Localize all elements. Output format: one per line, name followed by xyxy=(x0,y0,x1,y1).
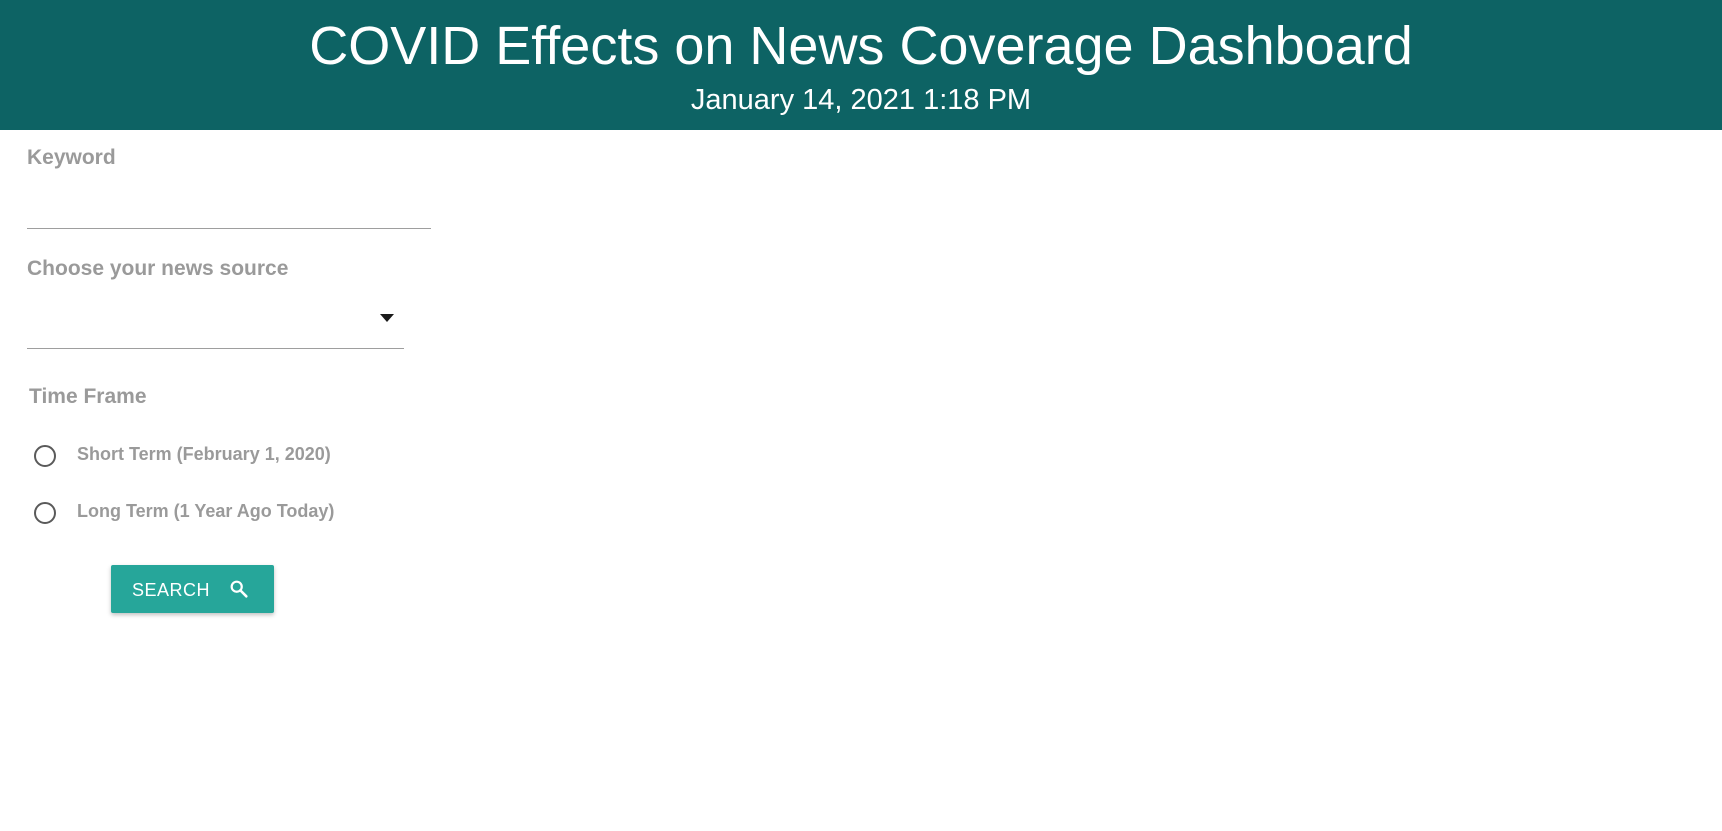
news-source-select[interactable] xyxy=(27,298,404,349)
radio-circle-icon[interactable] xyxy=(34,445,56,467)
dropdown-caret-icon xyxy=(380,314,394,322)
keyword-label: Keyword xyxy=(27,146,116,169)
radio-short-term-label: Short Term (February 1, 2020) xyxy=(77,444,331,464)
search-button-label: SEARCH xyxy=(132,580,211,600)
time-frame-label: Time Frame xyxy=(29,385,147,408)
header-datetime: January 14, 2021 1:18 PM xyxy=(690,84,1032,116)
search-icon xyxy=(230,580,248,598)
radio-circle-icon[interactable] xyxy=(34,502,56,524)
header-banner: COVID Effects on News Coverage Dashboard… xyxy=(0,0,1722,130)
radio-long-term-label: Long Term (1 Year Ago Today) xyxy=(77,501,335,521)
search-button[interactable]: SEARCH xyxy=(111,565,274,613)
page-title: COVID Effects on News Coverage Dashboard xyxy=(309,16,1413,76)
news-source-label: Choose your news source xyxy=(27,257,289,280)
keyword-input[interactable] xyxy=(27,186,431,229)
